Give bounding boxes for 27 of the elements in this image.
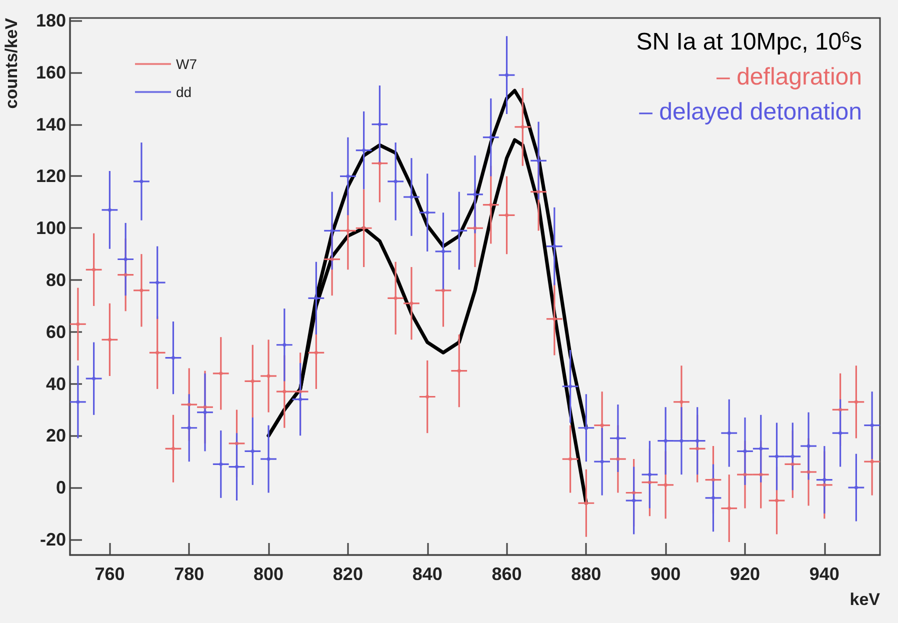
y-tick-label: 0 — [56, 478, 66, 498]
y-tick-label: 80 — [46, 270, 66, 290]
y-tick-label: 40 — [46, 374, 66, 394]
x-tick-label: 900 — [650, 564, 681, 584]
x-tick-label: 860 — [492, 564, 522, 584]
y-tick-label: 140 — [36, 114, 66, 134]
y-tick-label: 60 — [46, 322, 66, 342]
x-tick-label: 760 — [94, 564, 125, 584]
annotation: – delayed detonation — [639, 98, 862, 126]
x-tick-label: 840 — [412, 564, 442, 584]
y-tick-label: 100 — [36, 218, 66, 238]
legend-label: W7 — [176, 56, 198, 72]
x-tick-label: 920 — [730, 564, 760, 584]
annotation: – deflagration — [716, 64, 862, 90]
y-tick-label: 120 — [36, 166, 66, 186]
x-tick-label: 780 — [174, 564, 204, 584]
y-tick-label: 160 — [36, 62, 66, 82]
y-axis-title: counts/keV — [2, 17, 21, 109]
y-tick-label: 20 — [46, 426, 66, 446]
x-tick-label: 940 — [809, 564, 840, 584]
x-axis-title: keV — [850, 590, 881, 609]
y-tick-label: -20 — [40, 529, 66, 550]
x-tick-label: 800 — [254, 564, 284, 584]
x-tick-label: 820 — [332, 564, 363, 584]
y-tick-label: 180 — [36, 10, 66, 31]
legend-label: dd — [176, 84, 192, 100]
x-tick-label: 880 — [571, 564, 602, 584]
